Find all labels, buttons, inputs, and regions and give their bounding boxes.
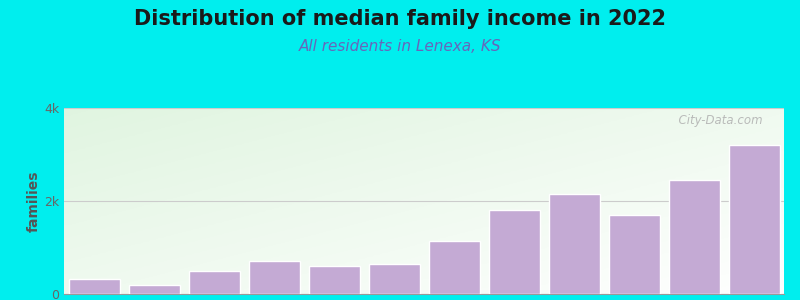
Bar — [669, 180, 719, 294]
Bar — [369, 264, 419, 294]
Bar — [729, 145, 779, 294]
Bar — [489, 210, 539, 294]
Bar — [309, 266, 359, 294]
Text: All residents in Lenexa, KS: All residents in Lenexa, KS — [298, 39, 502, 54]
Bar — [609, 215, 659, 294]
Y-axis label: families: families — [27, 170, 42, 232]
Bar — [549, 194, 599, 294]
Bar — [249, 261, 299, 294]
Bar — [189, 271, 239, 294]
Text: City-Data.com: City-Data.com — [670, 114, 762, 127]
Bar — [129, 285, 179, 294]
Bar — [69, 279, 119, 294]
Text: Distribution of median family income in 2022: Distribution of median family income in … — [134, 9, 666, 29]
Bar — [429, 241, 479, 294]
